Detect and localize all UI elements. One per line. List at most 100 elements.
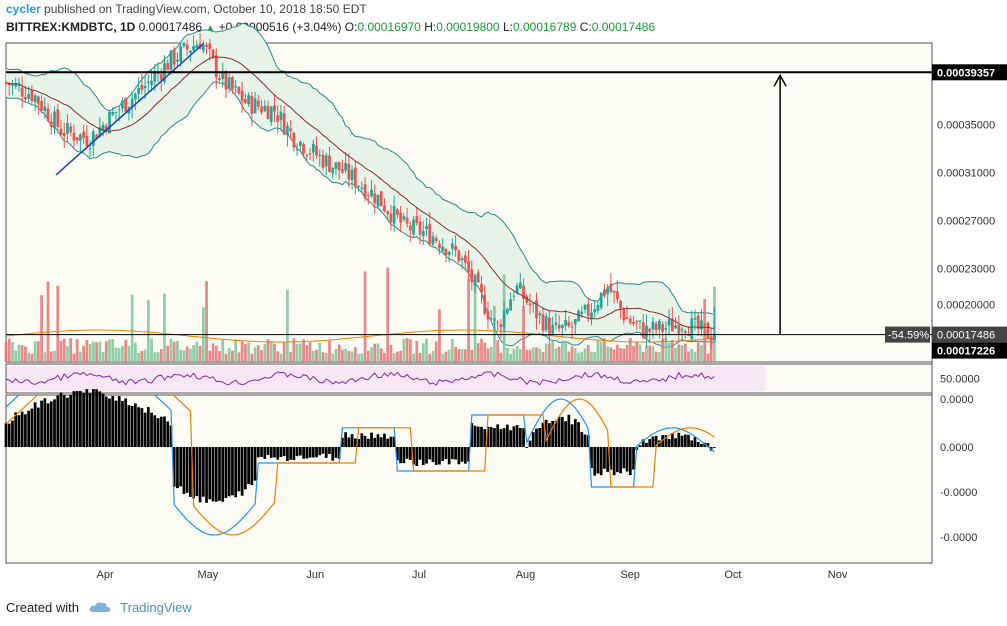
macd-histogram-bar [176, 447, 179, 489]
candle-body [518, 282, 522, 289]
candle-body [227, 77, 231, 89]
candle-body [396, 209, 399, 215]
candle-body [405, 217, 409, 224]
candle-body [134, 93, 137, 100]
candle-body [612, 290, 616, 293]
volume-bar [431, 351, 435, 362]
macd-histogram-bar [169, 425, 173, 447]
macd-histogram-bar [91, 389, 95, 447]
volume-bar [27, 352, 31, 362]
macd-histogram-bar [124, 398, 128, 447]
tradingview-link[interactable]: TradingView [120, 600, 192, 615]
volume-bar [551, 341, 555, 362]
candle-body [243, 98, 247, 103]
macd-histogram-bar [670, 433, 674, 447]
candle-body [441, 246, 445, 252]
volume-bar [347, 350, 351, 362]
candle-body [625, 317, 629, 319]
candle-body [253, 98, 257, 114]
candle-body [703, 323, 707, 325]
candle-body [69, 126, 73, 133]
macd-histogram-bar [389, 436, 393, 447]
volume-bar [544, 343, 548, 362]
macd-tick-label: 0.0000 [940, 394, 974, 406]
candle-body [370, 189, 373, 197]
volume-bar [198, 345, 202, 362]
volume-bar [457, 349, 461, 362]
volume-bar [357, 353, 360, 362]
author-name[interactable]: cycler [6, 2, 41, 16]
macd-histogram-bar [117, 396, 121, 447]
volume-bar [680, 345, 684, 362]
candle-body [454, 245, 457, 251]
candle-body [522, 285, 525, 299]
macd-histogram-bar [376, 434, 380, 447]
trend-line [55, 42, 205, 176]
candle-body [615, 291, 619, 300]
macd-histogram-bar [441, 447, 445, 462]
volume-bar [205, 281, 208, 362]
candle-body [108, 111, 111, 134]
volume-bar [525, 349, 529, 362]
macd-histogram-bar [321, 447, 325, 454]
macd-histogram-bar [66, 397, 69, 447]
candle-body [408, 225, 412, 231]
macd-histogram-bar [27, 410, 31, 447]
macd-histogram-bar [308, 447, 312, 458]
macd-histogram-bar [615, 447, 619, 473]
volume-bar [282, 342, 286, 362]
volume-bar [512, 349, 516, 362]
macd-histogram-bar [564, 421, 567, 447]
volume-bar [127, 346, 131, 362]
volume-bar [609, 347, 613, 362]
volume-bar [670, 340, 674, 362]
volume-bar [399, 350, 402, 362]
x-tick-label: Jul [412, 569, 426, 581]
macd-histogram-bar [363, 435, 367, 447]
macd-histogram-bar [221, 447, 225, 502]
signal-line [6, 395, 715, 536]
candle-body [706, 322, 710, 339]
volume-bar [535, 347, 538, 362]
macd-histogram-bar [535, 428, 538, 447]
macd-histogram-bar [625, 447, 629, 472]
candle-body [124, 98, 128, 112]
macd-histogram-bar [622, 447, 626, 469]
volume-bar [269, 341, 273, 362]
rsi-line [5, 371, 715, 386]
macd-histogram-bar [59, 392, 63, 447]
candle-body [593, 309, 597, 313]
candle-body [298, 141, 302, 147]
macd-histogram-bar [276, 447, 280, 460]
volume-bar [632, 345, 635, 362]
candle-body [305, 154, 309, 156]
volume-bar [518, 349, 522, 362]
volume-bar [321, 352, 325, 362]
candle-body [117, 109, 121, 111]
macd-histogram-bar [531, 432, 535, 447]
candle-body [282, 113, 286, 135]
macd-histogram-bar [509, 430, 512, 447]
macd-histogram-bar [82, 392, 85, 447]
candle-body [208, 43, 212, 50]
macd-histogram-bar [457, 447, 461, 465]
macd-histogram-bar [690, 440, 694, 447]
macd-histogram-bar [318, 447, 322, 456]
volume-bar [664, 338, 668, 362]
volume-bar [599, 341, 603, 362]
macd-histogram-bar [331, 447, 335, 461]
macd-histogram-bar [205, 447, 208, 503]
volume-bar [156, 352, 160, 362]
volume-bar [412, 353, 415, 362]
macd-histogram-bar [434, 447, 438, 465]
macd-histogram-bar [127, 405, 131, 447]
volume-bar [353, 347, 357, 362]
macd-histogram-bar [541, 422, 545, 447]
volume-bar [573, 348, 577, 362]
macd-histogram-bar [518, 427, 522, 447]
macd-histogram-bar [447, 447, 451, 465]
candle-body [554, 322, 558, 325]
bollinger-lower [5, 81, 715, 349]
volume-bar [570, 346, 574, 362]
